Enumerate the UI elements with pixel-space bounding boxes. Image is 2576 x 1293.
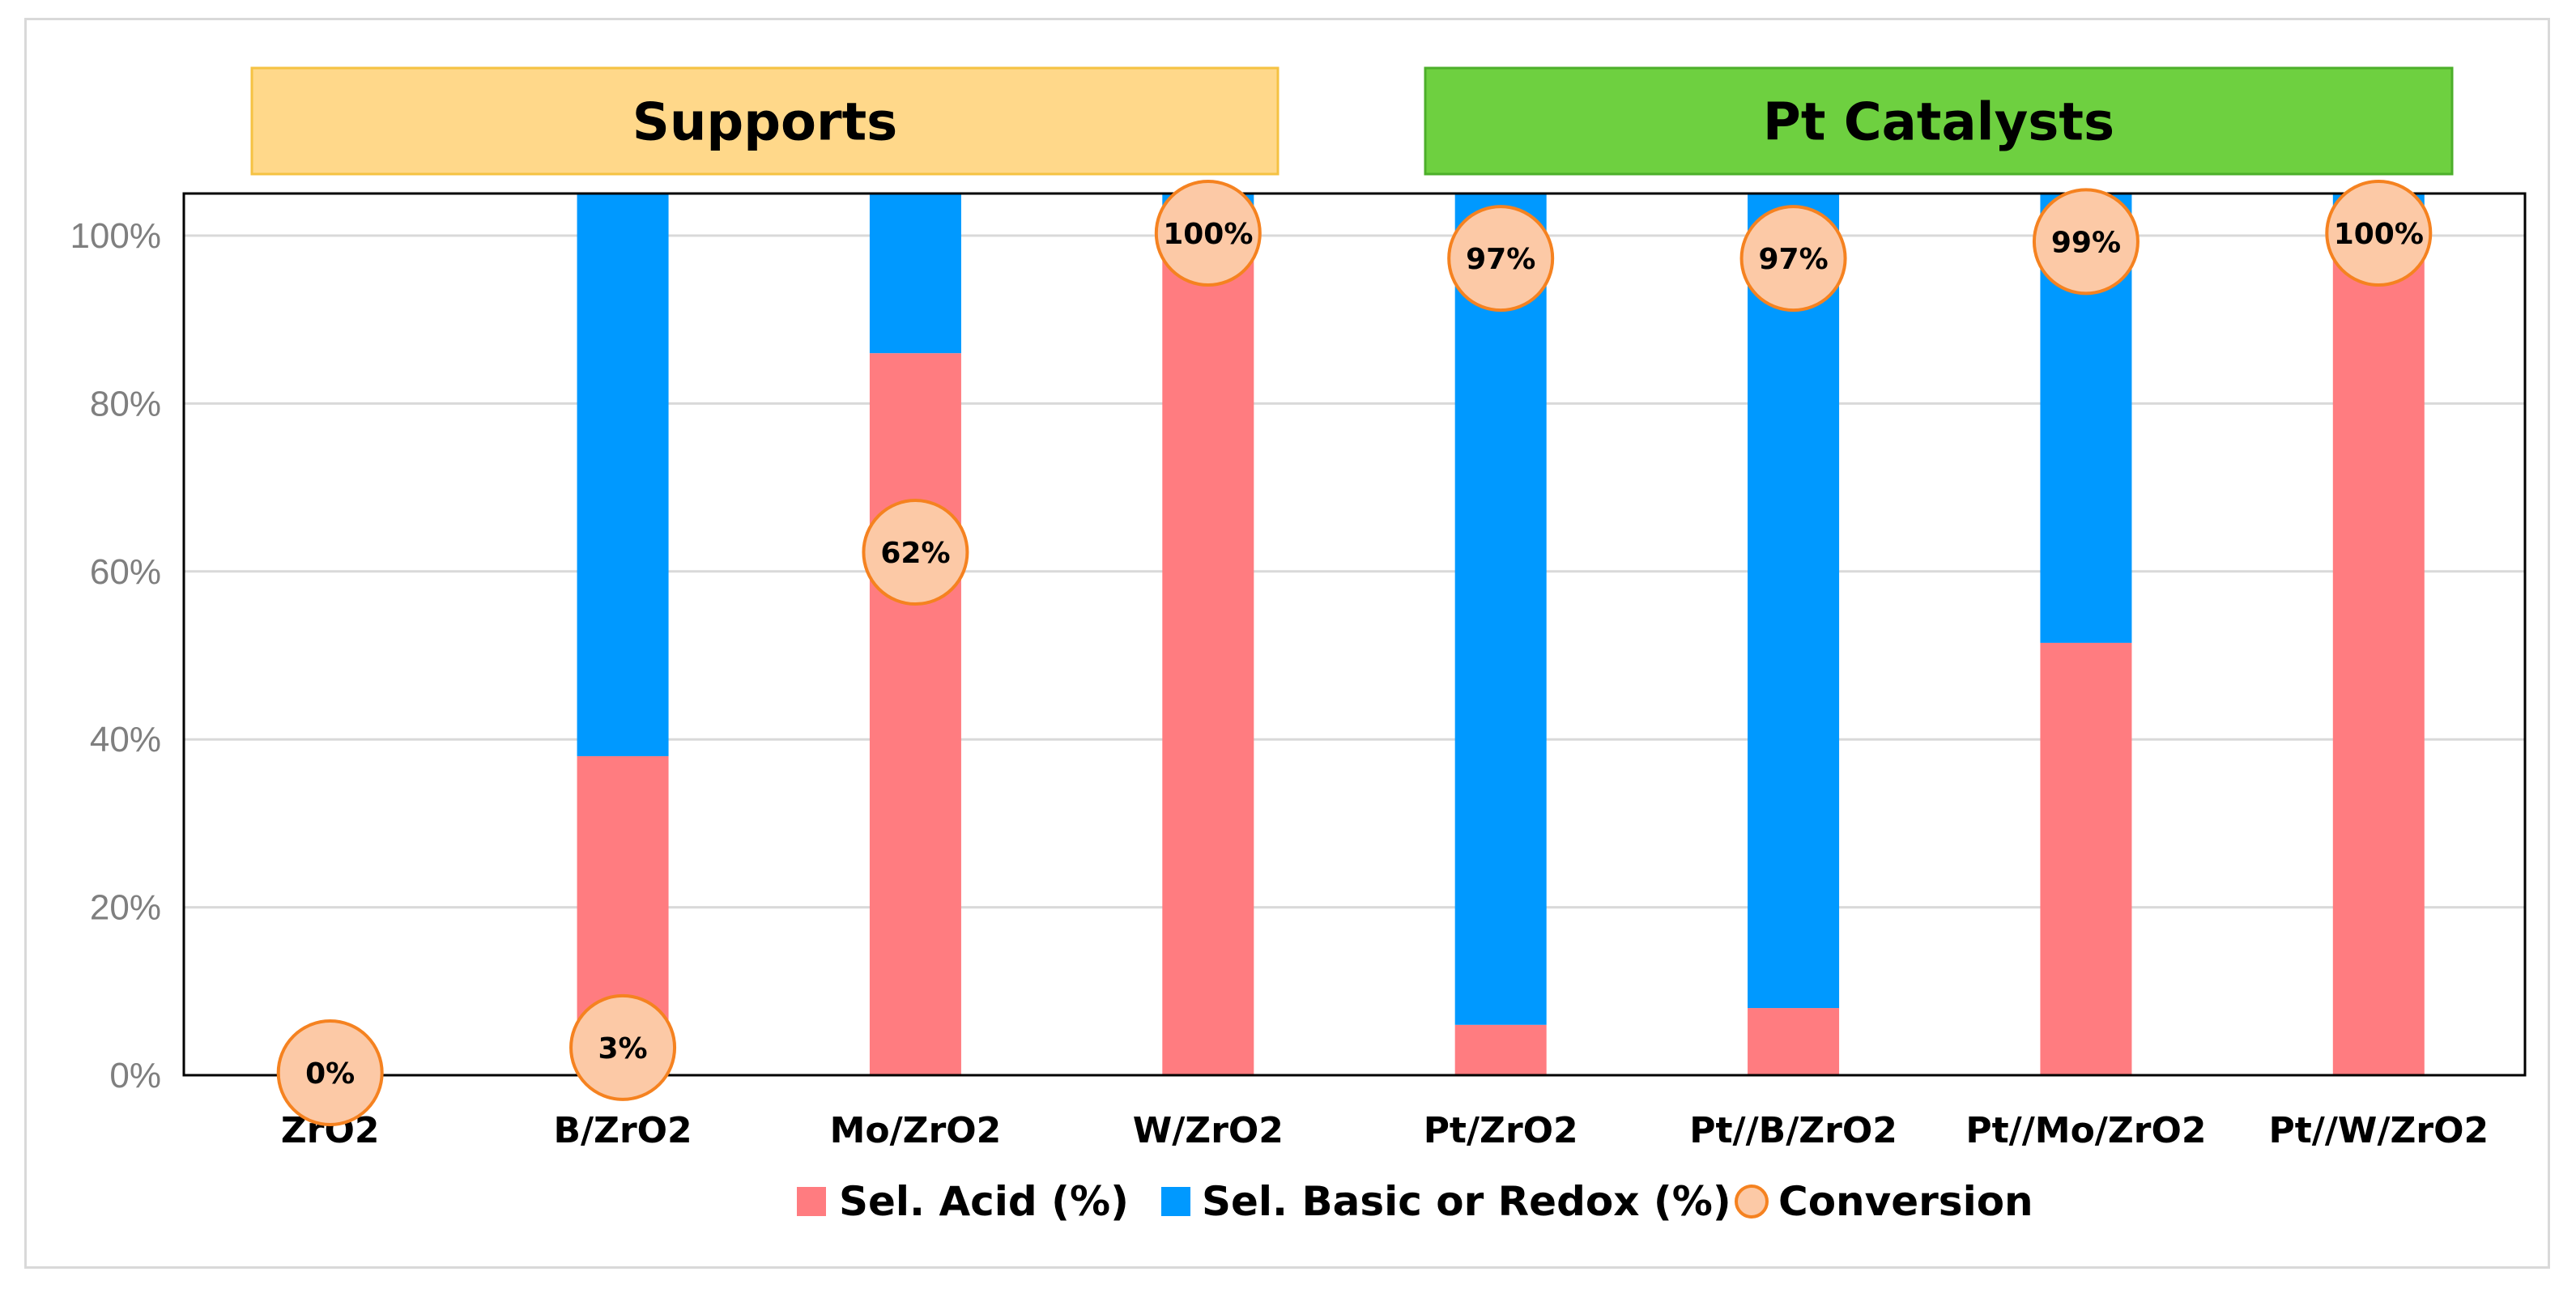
conversion-label: 100% bbox=[1163, 218, 1253, 251]
x-tick-label: Pt//B/ZrO2 bbox=[1689, 1110, 1897, 1151]
group-header-label: Supports bbox=[632, 93, 898, 153]
x-tick-label: Pt//W/ZrO2 bbox=[2268, 1110, 2489, 1151]
conversion-label: 100% bbox=[2334, 218, 2424, 251]
bar-acid bbox=[2332, 236, 2425, 1075]
y-tick-label: 20% bbox=[90, 888, 161, 928]
bar-basic-redox bbox=[869, 194, 961, 354]
bar-acid bbox=[869, 353, 961, 1075]
conversion-label: 97% bbox=[1466, 243, 1535, 276]
y-tick-label: 60% bbox=[90, 552, 161, 592]
conversion-label: 62% bbox=[880, 537, 950, 570]
conversion-marker bbox=[862, 499, 969, 606]
legend-label-conversion: Conversion bbox=[1778, 1178, 2033, 1225]
conversion-marker bbox=[276, 1019, 384, 1126]
plot-border bbox=[182, 192, 2527, 1077]
bar-acid bbox=[1162, 236, 1254, 1075]
conversion-marker bbox=[2032, 188, 2140, 296]
conversion-label: 3% bbox=[598, 1032, 648, 1065]
x-tick-label: Pt/ZrO2 bbox=[1424, 1110, 1578, 1151]
bar-acid bbox=[1748, 1008, 1840, 1075]
conversion-marker bbox=[569, 993, 677, 1101]
y-tick-label: 0% bbox=[109, 1056, 161, 1095]
legend-swatch-conversion bbox=[1735, 1185, 1769, 1219]
legend-swatch-basic-redox bbox=[1161, 1187, 1190, 1216]
x-tick-label: W/ZrO2 bbox=[1133, 1110, 1284, 1151]
legend-swatch-acid bbox=[797, 1187, 826, 1216]
bar-acid bbox=[2040, 642, 2132, 1075]
x-tick-label: Pt//Mo/ZrO2 bbox=[1965, 1110, 2206, 1151]
bar-acid bbox=[1454, 1024, 1547, 1075]
x-tick-label: B/ZrO2 bbox=[553, 1110, 692, 1151]
group-header-box bbox=[250, 66, 1279, 176]
y-tick-label: 100% bbox=[70, 216, 161, 256]
legend-label-basic-redox: Sel. Basic or Redox (%) bbox=[1202, 1178, 1731, 1225]
legend-label-acid: Sel. Acid (%) bbox=[839, 1178, 1129, 1225]
conversion-label: 99% bbox=[2051, 226, 2121, 259]
bar-basic-redox bbox=[1454, 194, 1547, 1025]
conversion-marker bbox=[1447, 205, 1555, 313]
conversion-label: 97% bbox=[1758, 243, 1828, 276]
conversion-label: 0% bbox=[305, 1057, 355, 1091]
group-header-label: Pt Catalysts bbox=[1763, 93, 2114, 153]
y-tick-label: 80% bbox=[90, 384, 161, 423]
conversion-marker bbox=[2325, 180, 2433, 287]
group-header-box bbox=[1424, 66, 2454, 176]
bar-basic-redox bbox=[1748, 194, 1840, 1009]
y-tick-label: 40% bbox=[90, 720, 161, 759]
conversion-marker bbox=[1739, 205, 1847, 313]
bar-basic-redox bbox=[577, 194, 669, 756]
x-tick-label: Mo/ZrO2 bbox=[830, 1110, 1002, 1151]
conversion-marker bbox=[1154, 180, 1262, 287]
